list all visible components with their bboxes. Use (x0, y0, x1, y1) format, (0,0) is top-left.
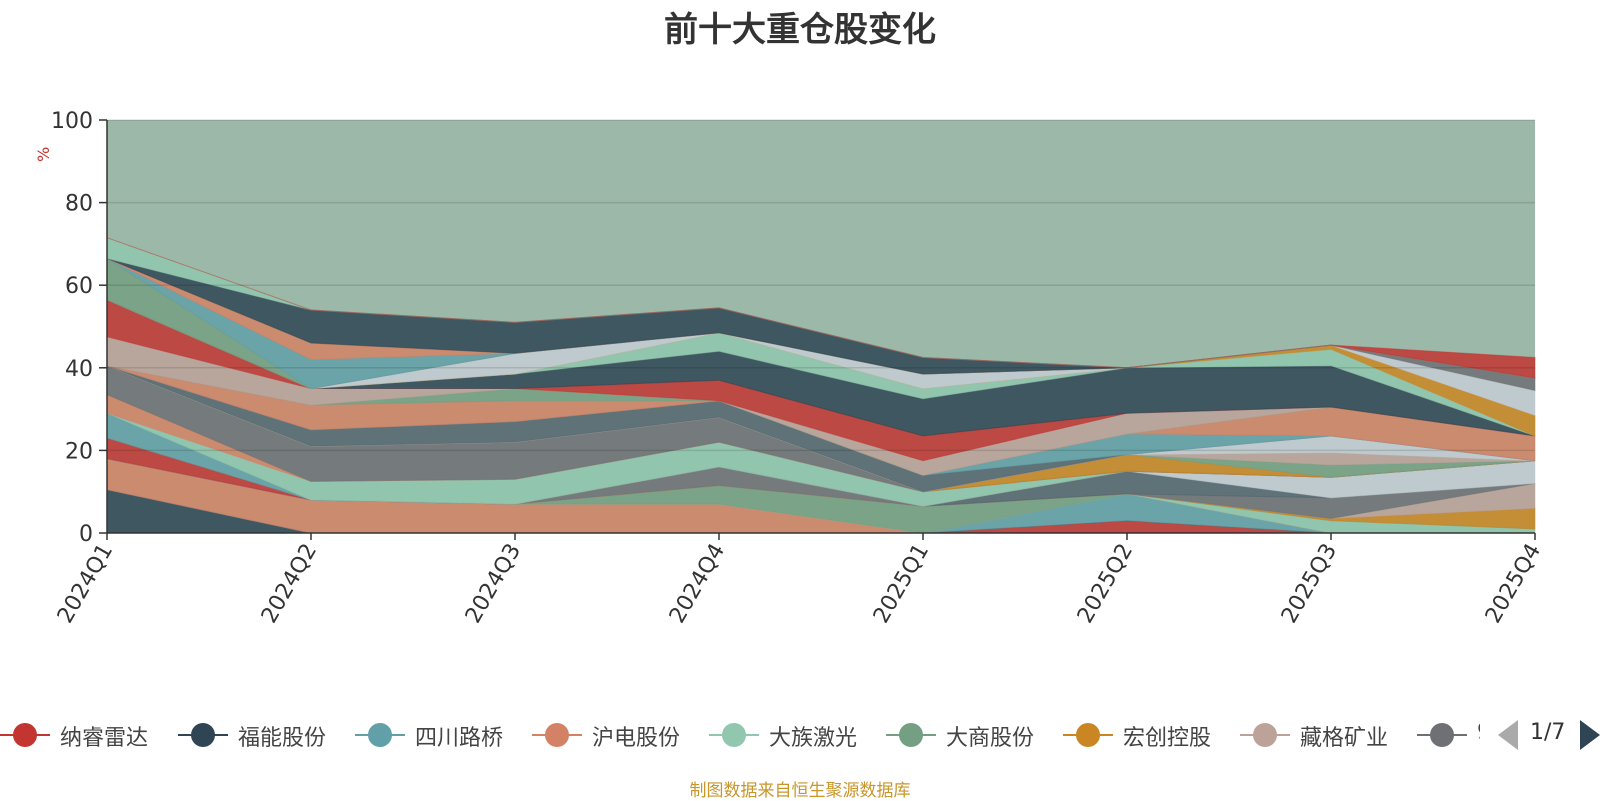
legend-dot-marker (191, 723, 215, 747)
x-tick-label: 2025Q2 (1073, 540, 1138, 628)
x-tick-label: 2024Q1 (53, 540, 118, 628)
x-tick-label: 2025Q4 (1481, 540, 1546, 628)
x-tick-label: 2024Q2 (257, 540, 322, 628)
grid-layer (107, 119, 1535, 452)
legend-label: 大商股份 (946, 726, 1035, 751)
legend-dot-marker (1076, 723, 1100, 747)
source-note: 制图数据来自恒生聚源数据库 (689, 781, 911, 801)
y-tick-label: 80 (65, 192, 93, 217)
legend-dot-marker (545, 723, 569, 747)
x-tick-label: 2024Q3 (461, 540, 526, 628)
y-tick-label: 40 (65, 357, 93, 382)
legend-dot-marker (1253, 723, 1277, 747)
legend-page-indicator: 1/7 (1530, 720, 1566, 745)
y-tick-label: 60 (65, 274, 93, 299)
legend-dot-marker (13, 723, 37, 747)
legend-label: 大族激光 (769, 726, 858, 751)
x-tick-label: 2024Q4 (665, 540, 730, 628)
legend-dot-marker (899, 723, 923, 747)
y-tick-label: 0 (79, 522, 93, 547)
legend-label: 藏格矿业 (1300, 726, 1389, 751)
legend-dot-marker (368, 723, 392, 747)
legend-label: 宏创控股 (1123, 726, 1212, 751)
y-tick-label: 20 (65, 439, 93, 464)
areas-layer (106, 120, 1536, 534)
legend-label: 四川路桥 (415, 726, 504, 751)
legend: 纳睿雷达 福能股份 四川路桥 沪电股份 大族激光 大商股份 宏创控股 藏格矿业 9 (0, 710, 1480, 760)
y-axis-label: % (34, 147, 53, 162)
legend-label: 9 (1477, 720, 1480, 745)
legend-next-page-button[interactable] (1580, 720, 1600, 750)
legend-dot-marker (722, 723, 746, 747)
x-tick-label: 2025Q3 (1277, 540, 1342, 628)
legend-prev-page-button[interactable] (1498, 720, 1518, 750)
y-tick-label: 100 (51, 109, 93, 134)
legend-label: 纳睿雷达 (60, 726, 149, 751)
chart-title: 前十大重仓股变化 (664, 10, 936, 50)
legend-label: 沪电股份 (592, 726, 681, 751)
legend-label: 福能股份 (238, 726, 327, 751)
legend-dot-marker (1430, 723, 1454, 747)
area-series-37 (106, 237, 1536, 379)
x-tick-label: 2025Q1 (869, 540, 934, 628)
